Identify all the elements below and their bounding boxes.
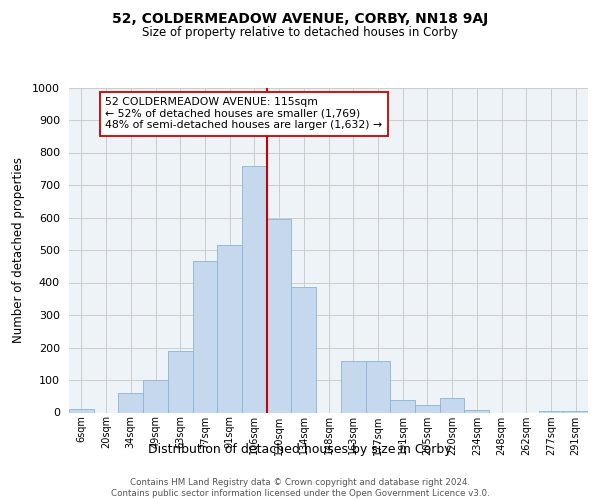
Bar xyxy=(69,408,94,412)
Bar xyxy=(217,245,242,412)
Bar xyxy=(440,398,464,412)
Bar xyxy=(341,360,365,412)
Text: 52 COLDERMEADOW AVENUE: 115sqm
← 52% of detached houses are smaller (1,769)
48% : 52 COLDERMEADOW AVENUE: 115sqm ← 52% of … xyxy=(106,97,382,130)
Bar xyxy=(242,166,267,412)
Bar xyxy=(464,410,489,412)
Bar xyxy=(365,360,390,412)
Bar xyxy=(415,406,440,412)
Bar xyxy=(118,393,143,412)
Text: Distribution of detached houses by size in Corby: Distribution of detached houses by size … xyxy=(148,442,452,456)
Bar xyxy=(292,288,316,412)
Bar xyxy=(143,380,168,412)
Bar xyxy=(563,411,588,412)
Bar xyxy=(539,411,563,412)
Text: 52, COLDERMEADOW AVENUE, CORBY, NN18 9AJ: 52, COLDERMEADOW AVENUE, CORBY, NN18 9AJ xyxy=(112,12,488,26)
Text: Size of property relative to detached houses in Corby: Size of property relative to detached ho… xyxy=(142,26,458,39)
Bar xyxy=(390,400,415,412)
Bar xyxy=(267,219,292,412)
Y-axis label: Number of detached properties: Number of detached properties xyxy=(12,157,25,343)
Text: Contains HM Land Registry data © Crown copyright and database right 2024.
Contai: Contains HM Land Registry data © Crown c… xyxy=(110,478,490,498)
Bar xyxy=(193,262,217,412)
Bar xyxy=(168,351,193,412)
